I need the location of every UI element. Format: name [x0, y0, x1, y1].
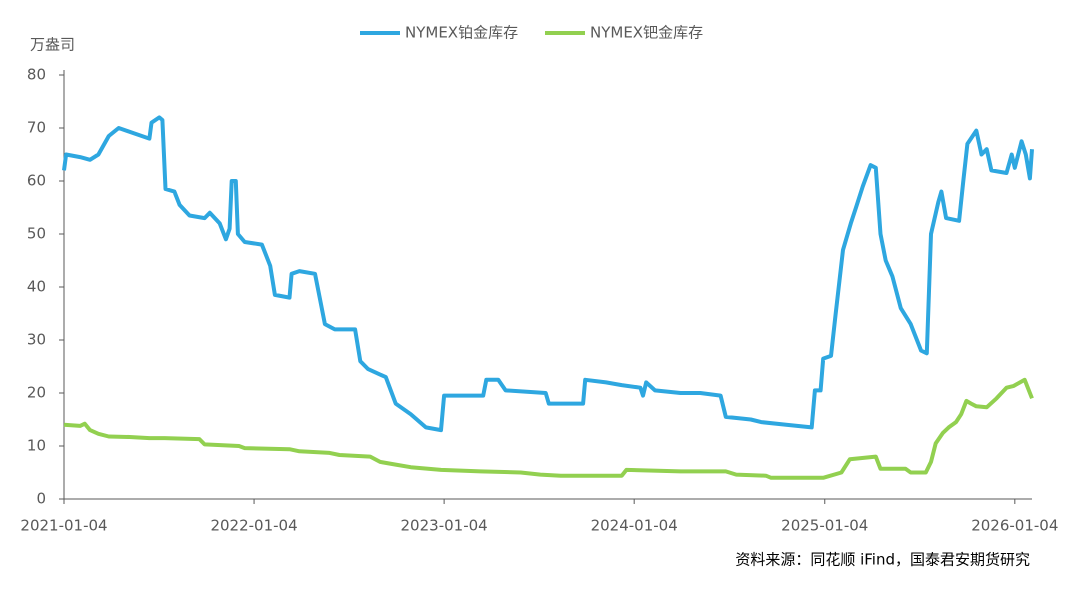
legend-label: NYMEX钯金库存	[590, 24, 703, 42]
y-tick-label: 20	[27, 384, 46, 402]
line-series	[62, 115, 1034, 433]
y-tick-label: 40	[27, 278, 46, 296]
source-note: 资料来源：同花顺 iFind，国泰君安期货研究	[735, 551, 1030, 569]
x-tick-label: 2023-01-04	[401, 517, 488, 535]
y-tick-label: 10	[27, 437, 46, 455]
y-tick-label: 30	[27, 331, 46, 349]
x-tick-label: 2022-01-04	[210, 517, 297, 535]
x-tick-label: 2026-01-04	[971, 517, 1058, 535]
line-series	[63, 377, 1034, 480]
x-tick-label: 2024-01-04	[591, 517, 678, 535]
y-tick-label: 80	[27, 66, 46, 84]
x-tick-label: 2025-01-04	[781, 517, 868, 535]
y-tick-label: 70	[27, 119, 46, 137]
y-tick-label: 0	[36, 490, 46, 508]
y-axis-label: 万盎司	[30, 36, 75, 54]
x-tick-label: 2021-01-04	[20, 517, 107, 535]
y-tick-label: 60	[27, 172, 46, 190]
y-tick-label: 50	[27, 225, 46, 243]
legend-label: NYMEX铂金库存	[405, 24, 518, 42]
